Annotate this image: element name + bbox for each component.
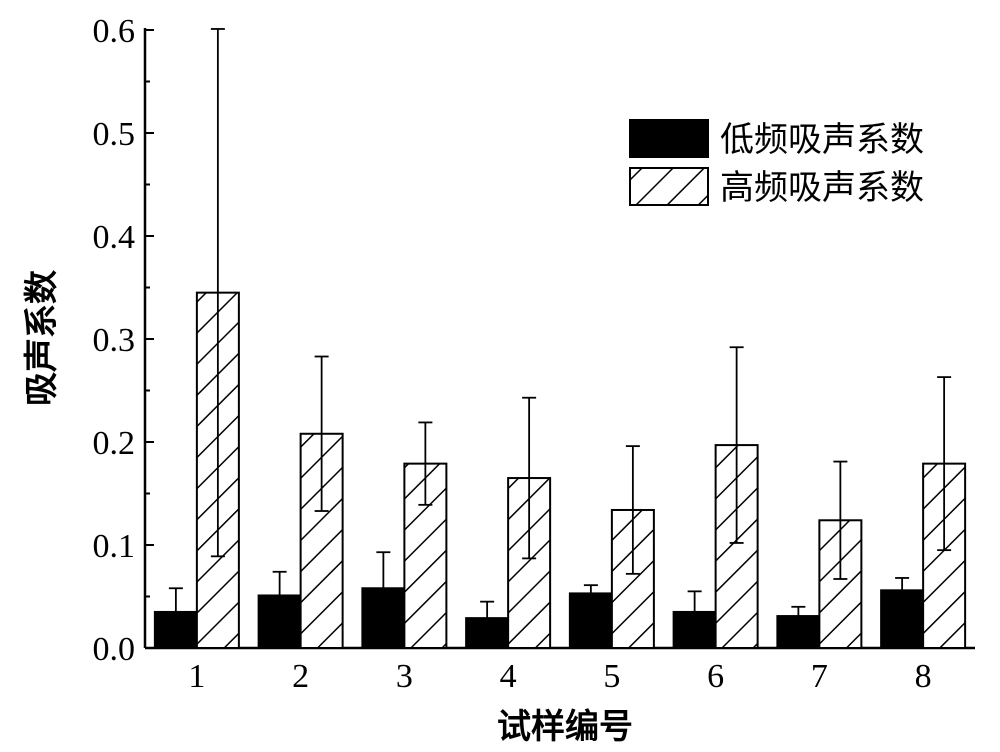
- y-tick-label: 0.4: [93, 219, 136, 256]
- y-axis-title: 吸声系数: [23, 270, 61, 406]
- x-tick-label: 4: [500, 658, 517, 695]
- y-tick-label: 0.2: [93, 425, 136, 462]
- legend-label-high: 高频吸声系数: [720, 169, 924, 207]
- y-tick-label: 0.6: [93, 13, 136, 50]
- y-tick-label: 0.5: [93, 116, 136, 153]
- x-tick-label: 5: [603, 658, 620, 695]
- y-tick-label: 0.0: [93, 631, 136, 668]
- x-tick-label: 3: [396, 658, 413, 695]
- legend: 低频吸声系数 高频吸声系数: [629, 119, 924, 207]
- x-tick-label: 2: [292, 658, 309, 695]
- x-tick-label: 6: [707, 658, 724, 695]
- x-tick-label: 1: [188, 658, 205, 695]
- legend-swatch-high: [629, 167, 709, 206]
- x-axis-title: 试样编号: [497, 708, 633, 746]
- legend-label-low: 低频吸声系数: [720, 121, 924, 159]
- x-tick-label: 7: [811, 658, 828, 695]
- tick-labels: 0.0 0.1 0.2 0.3 0.4 0.5 0.6 1 2 3 4 5 6 7 8: [93, 13, 932, 695]
- x-tick-label: 8: [915, 658, 932, 695]
- y-tick-label: 0.3: [93, 322, 136, 359]
- bars: [153, 28, 967, 650]
- legend-swatch-low: [629, 119, 709, 158]
- y-tick-label: 0.1: [93, 528, 136, 565]
